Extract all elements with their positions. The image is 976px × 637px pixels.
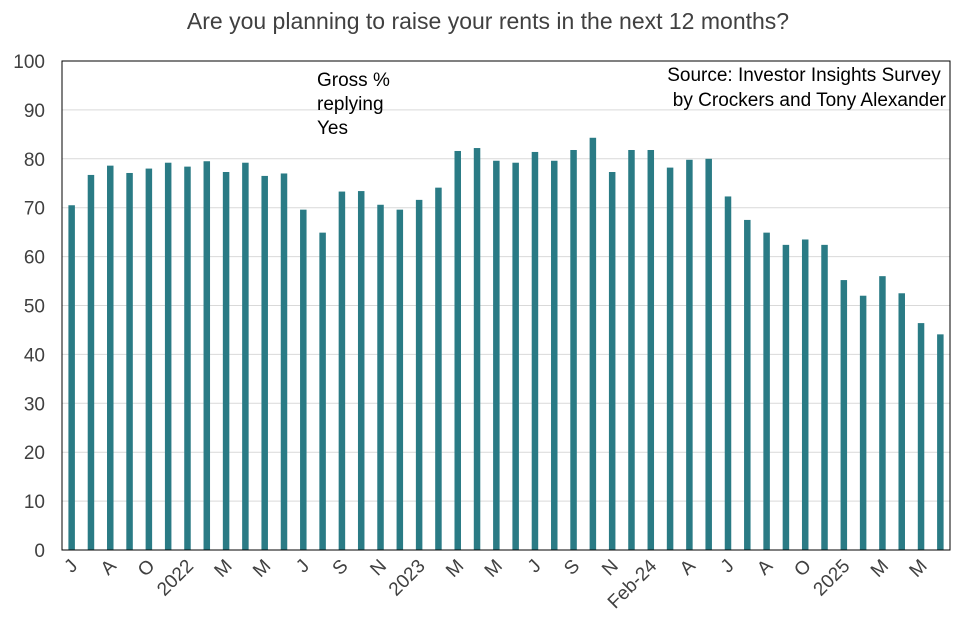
x-tick-label: N [366,556,391,581]
bar [396,209,404,550]
x-tick-label: 2025 [810,556,855,601]
y-tick-label: 20 [24,443,45,464]
plot-area-border [61,60,951,551]
bar [184,166,191,550]
x-tick-label: S [329,556,353,580]
x-tick-label: J [292,556,314,578]
bar [338,191,346,551]
bar [280,173,288,550]
bar [435,187,442,550]
bar [937,334,944,550]
bar [145,168,153,550]
bar [647,149,655,551]
source-line-2: by Crockers and Tony Alexander [673,90,947,111]
y-tick-label: 90 [24,101,45,122]
bar [107,165,114,550]
bar [705,158,712,551]
y-tick-label: 30 [24,394,45,415]
y-tick-label: 10 [24,492,45,513]
x-tick-label: M [481,556,507,582]
bar [551,160,558,551]
source-note: Source: Investor Insights Survey by Croc… [667,65,946,111]
bar [917,323,925,550]
bar [164,162,172,550]
x-tick-label: M [906,556,932,582]
bar [261,175,268,551]
y-tick-label: 60 [24,248,45,269]
bar [840,280,848,550]
y-axis-ticks: 0 10 20 30 40 50 60 70 80 90 100 [13,52,45,562]
x-tick-label: N [598,556,623,581]
bar [801,239,809,551]
x-tick-label: M [867,556,893,582]
annotation-line-2: replying [317,94,384,115]
bar [628,149,635,551]
bar [608,172,616,551]
source-line-1: Source: Investor Insights Survey [667,65,941,86]
y-tick-label: 50 [24,297,45,318]
bars [68,137,944,551]
bar [242,162,249,550]
bar [68,205,75,550]
bar [512,162,519,550]
bar [473,148,481,551]
bar [126,172,133,550]
y-tick-label: 100 [13,52,45,73]
bar [300,209,307,550]
x-tick-label: O [790,556,815,581]
gridlines [62,109,950,502]
bar [454,150,461,550]
x-tick-label: M [442,556,468,582]
x-tick-label: A [753,555,777,579]
bar [203,161,211,550]
bar [357,191,365,550]
x-tick-label: 2022 [153,556,198,601]
bar [686,159,693,550]
bar [589,137,597,550]
bar [319,232,326,550]
x-tick-label: M [211,556,237,582]
bar [744,219,751,551]
y-tick-label: 80 [24,150,45,171]
bar [859,295,867,550]
y-tick-label: 40 [24,345,45,366]
y-tick-label: 0 [34,541,45,562]
bar [222,172,230,551]
x-tick-label: A [97,555,121,579]
x-tick-label: J [717,556,739,578]
bar [493,160,500,551]
y-tick-label: 70 [24,199,45,220]
chart-title: Are you planning to raise your rents in … [186,8,790,34]
bar [724,196,732,550]
bar [377,204,384,551]
x-tick-label: 2023 [385,556,430,601]
bar [782,244,790,550]
x-tick-label: J [524,556,546,578]
x-tick-label: S [560,556,584,580]
bar [763,232,770,550]
bar [531,151,539,551]
annotation-line-1: Gross % [317,70,390,91]
bar [821,244,828,550]
annotation-label: Gross % replying Yes [317,70,395,139]
x-tick-label: J [61,556,83,578]
x-tick-label: O [134,556,159,581]
bar [898,293,905,550]
bar [570,149,577,551]
bar [879,276,886,550]
x-tick-label: A [676,555,700,579]
bar [87,174,95,550]
x-tick-label: M [249,556,275,582]
annotation-line-3: Yes [317,118,348,139]
bar [666,167,674,551]
bar [415,199,423,550]
